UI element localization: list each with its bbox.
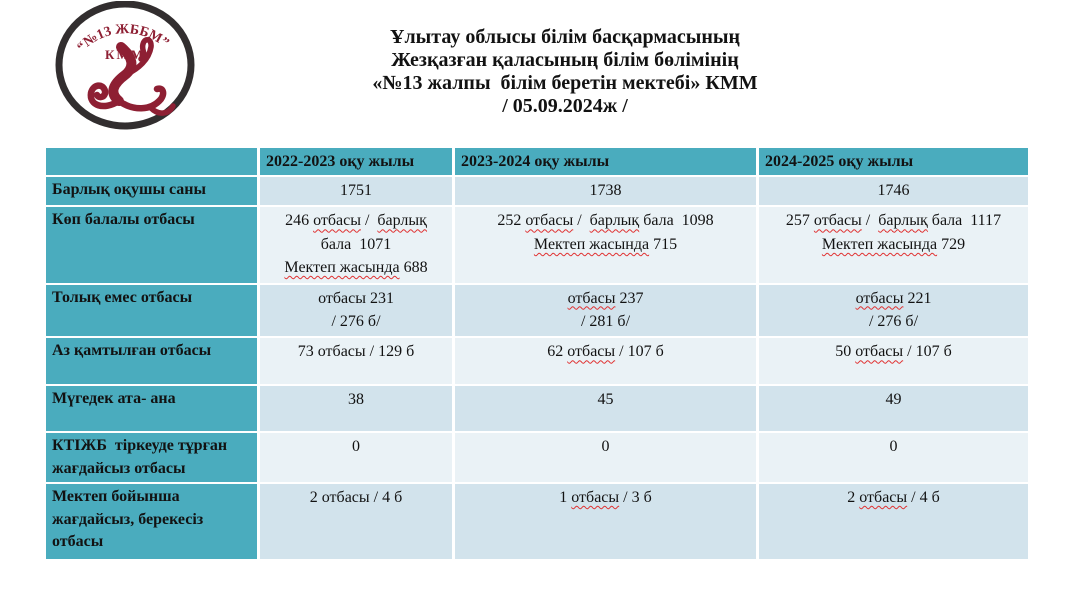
- misspelled-word: отбасы: [567, 343, 616, 361]
- data-cell: 0: [452, 431, 759, 485]
- misspelled-word: отбасы: [571, 489, 620, 507]
- year-header: 2022-2023 оқу жылы: [257, 146, 455, 177]
- stats-table-wrap: 2022-2023 оқу жылы 2023-2024 оқу жылы 2024…: [43, 146, 1031, 562]
- corner-cell: [43, 146, 260, 177]
- table-row: КТІЖБ тіркеуде тұрған жағдайсыз отбасы 0 0…: [43, 431, 1031, 485]
- row-label: Көп балалы отбасы: [43, 205, 260, 285]
- misspelled-word: отбасы: [859, 489, 908, 507]
- data-cell: 2 отбасы / 4 б: [756, 482, 1031, 562]
- data-cell: 2 отбасы / 4 б: [257, 482, 455, 562]
- school-logo: “№13 ЖББМ” КММ: [55, 1, 195, 130]
- table-row: Барлық оқушы саны 1751 1738 1746: [43, 174, 1031, 208]
- row-label: Мүгедек ата- ана: [43, 384, 260, 434]
- data-cell: 62 отбасы / 107 б: [452, 336, 759, 387]
- data-cell: 246 отбасы / барлық бала 1071 Мектеп жасын…: [257, 205, 455, 285]
- data-cell: 49: [756, 384, 1031, 434]
- table-row: Мүгедек ата- ана 38 45 49: [43, 384, 1031, 434]
- data-cell: 252 отбасы / барлық бала 1098 Мектеп жасы…: [452, 205, 759, 285]
- misspelled-word: Мектеп жасында: [533, 235, 650, 253]
- title-line-1: Ұлытау облысы білім басқармасының: [390, 26, 740, 48]
- data-cell: 1738: [452, 174, 759, 208]
- data-cell: 0: [257, 431, 455, 485]
- misspelled-word: отбасы: [525, 212, 574, 230]
- stats-table: 2022-2023 оқу жылы 2023-2024 оқу жылы 2024…: [43, 146, 1031, 562]
- misspelled-word: отбасы: [813, 212, 862, 230]
- data-cell: 45: [452, 384, 759, 434]
- title-line-4: / 05.09.2024ж /: [502, 95, 628, 117]
- misspelled-word: отбасы: [567, 289, 616, 307]
- title-line-2: Жезқазған қаласының білім бөлімінің: [391, 49, 739, 71]
- misspelled-word: отбасы: [855, 289, 904, 307]
- data-cell: 1751: [257, 174, 455, 208]
- row-label: Мектеп бойынша жағдайсыз, берекесіз отба…: [43, 482, 260, 562]
- table-row: Көп балалы отбасы 246 отбасы / барлық бала…: [43, 205, 1031, 285]
- row-label: Аз қамтылған отбасы: [43, 336, 260, 387]
- data-cell: 73 отбасы / 129 б: [257, 336, 455, 387]
- table-row: Мектеп бойынша жағдайсыз, берекесіз отба…: [43, 482, 1031, 562]
- data-cell: отбасы 221/ 276 б/: [756, 282, 1031, 339]
- data-cell: 257 отбасы / барлық бала 1117 Мектеп жасы…: [756, 205, 1031, 285]
- misspelled-word: Мектеп жасында: [821, 235, 938, 253]
- slide-title: Ұлытау облысы білім басқармасының Жезқаз…: [250, 26, 880, 118]
- row-label: КТІЖБ тіркеуде тұрған жағдайсыз отбасы: [43, 431, 260, 485]
- row-label: Толық емес отбасы: [43, 282, 260, 339]
- data-cell: 50 отбасы / 107 б: [756, 336, 1031, 387]
- data-cell: 1746: [756, 174, 1031, 208]
- data-cell: 38: [257, 384, 455, 434]
- misspelled-word: барлық: [377, 212, 427, 230]
- year-header: 2024-2025 оқу жылы: [756, 146, 1031, 177]
- kazakh-ornament-icon: [87, 37, 176, 116]
- misspelled-word: барлық: [589, 212, 640, 230]
- table-body: Барлық оқушы саны 1751 1738 1746 Көп балалы …: [43, 174, 1031, 562]
- table-header: 2022-2023 оқу жылы 2023-2024 оқу жылы 2024…: [43, 146, 1031, 177]
- data-cell: 0: [756, 431, 1031, 485]
- data-cell: отбасы 231/ 276 б/: [257, 282, 455, 339]
- data-cell: отбасы 237/ 281 б/: [452, 282, 759, 339]
- misspelled-word: барлық: [878, 212, 928, 230]
- title-line-3: «№13 жалпы білім беретін мектебі» КММ: [372, 72, 758, 94]
- misspelled-word: отбасы: [855, 343, 904, 361]
- header-row: 2022-2023 оқу жылы 2023-2024 оқу жылы 2024…: [43, 146, 1031, 177]
- row-label: Барлық оқушы саны: [43, 174, 260, 208]
- table-row: Аз қамтылған отбасы 73 отбасы / 129 б 62 о…: [43, 336, 1031, 387]
- data-cell: 1 отбасы / 3 б: [452, 482, 759, 562]
- year-header: 2023-2024 оқу жылы: [452, 146, 759, 177]
- table-row: Толық емес отбасы отбасы 231/ 276 б/отбас…: [43, 282, 1031, 339]
- misspelled-word: Мектеп жасында: [284, 259, 400, 277]
- misspelled-word: отбасы: [313, 212, 361, 230]
